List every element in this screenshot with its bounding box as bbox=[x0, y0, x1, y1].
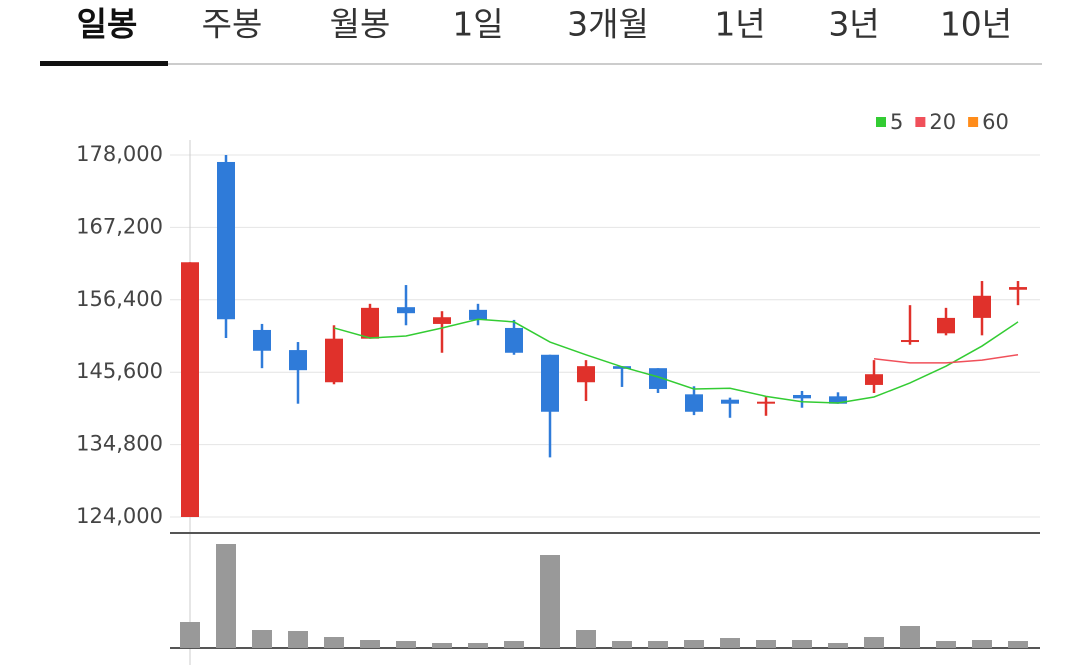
tab-underline bbox=[40, 61, 168, 66]
moving-average-line bbox=[333, 318, 1019, 404]
tab[interactable]: 3개월 bbox=[567, 5, 649, 44]
legend-label: 20 bbox=[929, 110, 956, 134]
candle-body bbox=[433, 317, 451, 324]
tab[interactable]: 주봉 bbox=[202, 5, 263, 44]
volume-bar bbox=[828, 643, 848, 648]
legend-swatch bbox=[968, 117, 979, 127]
candle-body bbox=[901, 340, 919, 343]
volume-bar bbox=[900, 626, 920, 648]
candle-body bbox=[685, 394, 703, 412]
candle-body bbox=[865, 374, 883, 385]
volume-bar bbox=[972, 640, 992, 648]
volume-bar bbox=[216, 544, 236, 648]
legend-label: 60 bbox=[982, 110, 1009, 134]
candle-body bbox=[757, 401, 775, 404]
candle-body bbox=[505, 327, 523, 353]
volume-bar bbox=[360, 640, 380, 648]
tab[interactable]: 월봉 bbox=[330, 5, 391, 44]
candle-body bbox=[469, 309, 487, 320]
candle-body bbox=[829, 396, 847, 404]
moving-average-line bbox=[873, 354, 1019, 364]
candle-body bbox=[1009, 287, 1027, 290]
candle-body bbox=[289, 350, 307, 371]
volume-bar bbox=[252, 630, 272, 648]
volume-bar bbox=[684, 640, 704, 648]
volume-bar bbox=[720, 638, 740, 648]
volume-bar bbox=[612, 641, 632, 648]
volume-bar bbox=[288, 631, 308, 648]
candle-body bbox=[253, 329, 271, 351]
volume-bar bbox=[180, 622, 200, 648]
legend-swatch bbox=[876, 117, 886, 127]
y-tick-label: 145,600 bbox=[76, 359, 163, 383]
volume-bar bbox=[468, 643, 488, 648]
candle-body bbox=[541, 354, 559, 412]
volume-bar bbox=[540, 555, 560, 648]
volume-bar bbox=[792, 640, 812, 648]
candle-body bbox=[937, 317, 955, 334]
candle-body bbox=[577, 366, 595, 383]
tab[interactable]: 3년 bbox=[828, 5, 879, 44]
tab[interactable]: 일봉 bbox=[77, 5, 138, 44]
y-tick-label: 167,200 bbox=[76, 214, 163, 238]
candle-body bbox=[793, 394, 811, 399]
volume-bar bbox=[864, 637, 884, 648]
candle-body bbox=[397, 307, 415, 314]
volume-bar bbox=[396, 641, 416, 648]
volume-bar bbox=[324, 637, 344, 648]
y-tick-label: 178,000 bbox=[76, 142, 163, 166]
volume-bar bbox=[936, 641, 956, 648]
volume-bar bbox=[648, 641, 668, 648]
legend-label: 5 bbox=[890, 110, 903, 134]
y-tick-label: 156,400 bbox=[76, 287, 163, 311]
tab[interactable]: 10년 bbox=[940, 5, 1012, 44]
candle-body bbox=[217, 161, 235, 320]
volume-bar bbox=[432, 643, 452, 648]
tab[interactable]: 1일 bbox=[452, 5, 503, 44]
y-tick-label: 124,000 bbox=[76, 504, 163, 528]
legend-swatch bbox=[915, 117, 926, 127]
candle-body bbox=[361, 307, 379, 339]
volume-bar bbox=[504, 641, 524, 648]
volume-bar bbox=[756, 640, 776, 648]
volume-bar bbox=[576, 630, 596, 648]
candle-body bbox=[181, 262, 199, 517]
candle-body bbox=[973, 295, 991, 318]
candle-body bbox=[649, 368, 667, 389]
candle-body bbox=[325, 338, 343, 383]
volume-bar bbox=[1008, 641, 1028, 648]
tab[interactable]: 1년 bbox=[714, 5, 765, 44]
y-tick-label: 134,800 bbox=[76, 432, 163, 456]
candle-body bbox=[721, 399, 739, 404]
